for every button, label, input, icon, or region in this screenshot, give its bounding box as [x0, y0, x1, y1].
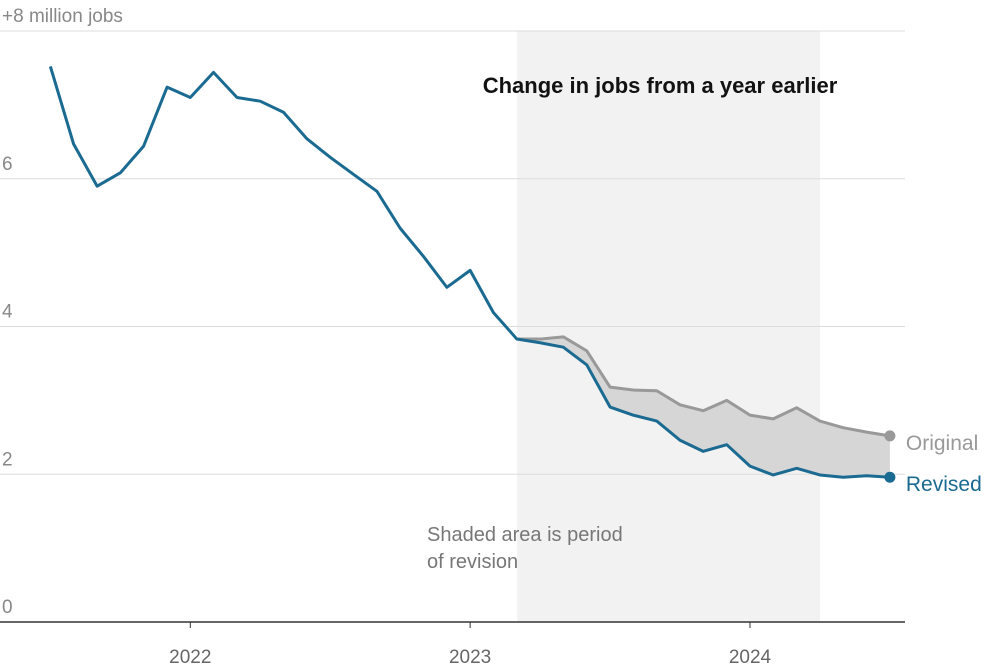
- series-line: [48, 66, 890, 479]
- legend-label: Original: [906, 432, 978, 455]
- y-tick-label: 6: [2, 154, 13, 175]
- y-tick-label: 4: [2, 302, 13, 323]
- chart-title: Change in jobs from a year earlier: [483, 73, 838, 98]
- y-tick-label: +8 million jobs: [2, 6, 123, 27]
- x-tick-label: 2023: [449, 647, 491, 667]
- x-tick-label: 2024: [729, 647, 772, 667]
- end-dot: [884, 430, 896, 442]
- x-tick-label: 2022: [169, 647, 211, 667]
- series-line: [516, 335, 891, 438]
- annotation: Shaded area is period of revision: [427, 524, 623, 573]
- legend-label: Revised: [906, 473, 982, 496]
- annotation-line: Shaded area is period: [427, 524, 623, 546]
- y-tick-label: 0: [2, 597, 13, 618]
- annotation-line: of revision: [427, 551, 518, 573]
- y-tick-label: 2: [2, 449, 13, 470]
- revision-gap: [516, 336, 890, 478]
- end-dot: [884, 471, 896, 483]
